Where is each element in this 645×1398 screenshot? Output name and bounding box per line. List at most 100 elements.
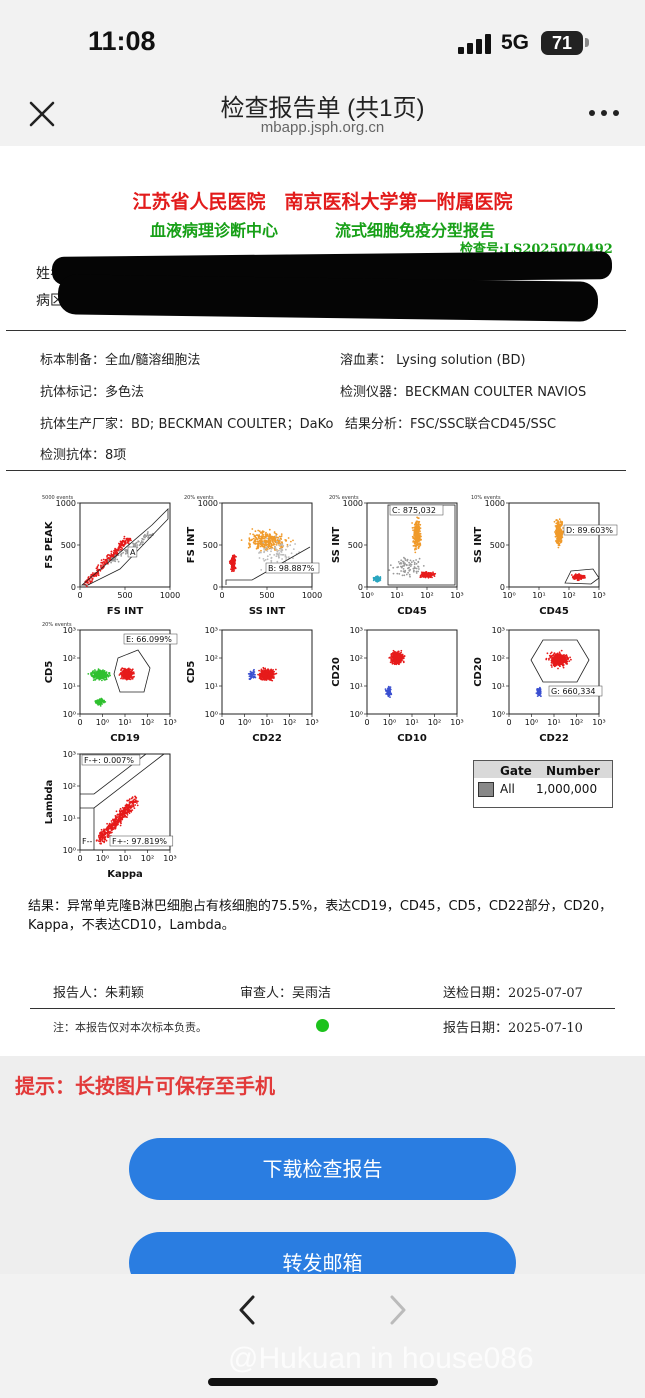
- y-tick-label: 10³: [63, 626, 76, 635]
- reporter: 报告人：朱莉颖: [53, 986, 145, 1001]
- y-tick-label: 10⁰: [205, 710, 218, 719]
- events-label: 20% events: [184, 495, 214, 501]
- y-tick-label: 10⁰: [63, 846, 76, 855]
- signal-icon: [458, 34, 491, 54]
- analysis-info: 结果分析：FSC/SSC联合CD45/SSC: [345, 417, 557, 432]
- red-population: [570, 573, 586, 582]
- save-tip: 提示：长按图片可保存至手机: [15, 1074, 275, 1098]
- gate-label-box: [563, 524, 618, 536]
- battery-cap: [585, 38, 589, 47]
- y-tick-label: 500: [348, 541, 363, 550]
- y-tick-label: 0: [213, 583, 218, 592]
- x-axis-label: CD45: [539, 606, 569, 617]
- x-tick-label: 10¹: [118, 854, 131, 863]
- plot-1: 0 500 1000 0 500 1000 FS INT FS PEAK 5000 events…: [42, 495, 180, 617]
- red-population: [95, 795, 139, 845]
- y-tick-label: 0: [500, 583, 505, 592]
- redaction-mark: [57, 274, 599, 322]
- events-label: 20% events: [42, 622, 72, 628]
- x-axis-label: Kappa: [107, 869, 143, 880]
- y-tick-label: 10²: [205, 654, 218, 663]
- gate-label: F--: [82, 837, 92, 846]
- home-indicator: [208, 1378, 438, 1386]
- x-tick-label: 10⁰: [96, 718, 109, 727]
- number-value: 1,000,000: [536, 782, 598, 796]
- center-name: 血液病理诊断中心: [150, 221, 279, 240]
- gate-label: F-+: 0.007%: [84, 756, 134, 765]
- status-time: 11:08: [88, 26, 156, 56]
- gate-col-header: Gate: [500, 764, 532, 778]
- page-title: 检查报告单 (共1页): [220, 95, 425, 122]
- x-axis-label: CD19: [110, 733, 140, 744]
- more-icon[interactable]: [588, 108, 620, 118]
- plot-4: 10⁰ 10¹ 10² 10³ 0 500 1000 CD45 SS INT 10% events…: [471, 495, 618, 617]
- gate-label: G: 660,334: [551, 687, 596, 696]
- back-arrow-icon[interactable]: [234, 1294, 260, 1326]
- x-tick-label: 10¹: [547, 718, 560, 727]
- y-axis-label: CD20: [331, 657, 342, 687]
- hospital-name: 江苏省人民医院 南京医科大学第一附属医院: [132, 191, 513, 213]
- plot-frame: [508, 502, 600, 588]
- y-tick-label: 10³: [205, 626, 218, 635]
- x-tick-label: 500: [259, 591, 274, 600]
- x-tick-label: 10²: [570, 718, 583, 727]
- forward-arrow-icon[interactable]: [385, 1294, 411, 1326]
- submit-date: 送检日期：2025-07-07: [443, 986, 583, 1001]
- y-axis-label: SS INT: [331, 527, 342, 564]
- x-tick-label: 0: [506, 718, 511, 727]
- y-tick-label: 0: [358, 583, 363, 592]
- reviewer: 审查人：吴雨洁: [240, 986, 332, 1001]
- x-tick-label: 10²: [141, 718, 154, 727]
- gate-label-box: [81, 754, 141, 766]
- report-date: 报告日期：2025-07-10: [443, 1021, 583, 1036]
- instrument-info: 检测仪器：BECKMAN COULTER NAVIOS: [340, 385, 587, 400]
- x-tick-label: 0: [77, 854, 82, 863]
- green-population: [87, 668, 111, 682]
- x-tick-label: 10¹: [260, 718, 273, 727]
- gate-label-box: [109, 835, 174, 847]
- y-tick-label: 10¹: [63, 814, 76, 823]
- x-tick-label: 10³: [592, 591, 605, 600]
- y-tick-label: 10³: [350, 626, 363, 635]
- result-text: 结果：异常单克隆B淋巴细胞占有核细胞的75.5%，表达CD19，CD45，CD5…: [28, 899, 613, 933]
- y-tick-label: 1000: [198, 499, 218, 508]
- blue-population: [247, 668, 257, 681]
- number-col-header: Number: [546, 764, 600, 778]
- x-tick-label: 10⁰: [525, 718, 538, 727]
- divider: [6, 470, 626, 471]
- specimen-info: 标本制备：全血/髓溶细胞法: [40, 353, 201, 368]
- gate-a-polygon: [80, 508, 169, 586]
- antibody-count-info: 检测抗体：8项: [40, 448, 127, 463]
- x-tick-label: 0: [77, 591, 82, 600]
- plot-2: 0 500 1000 0 500 1000 SS INT FS INT 20% events B:…: [184, 495, 322, 617]
- y-axis-label: Lambda: [44, 780, 55, 825]
- x-tick-label: 10¹: [390, 591, 403, 600]
- y-tick-label: 1000: [56, 499, 76, 508]
- gate-label: E: 66.099%: [126, 635, 172, 644]
- status-bar: 11:08 5G 71: [0, 0, 645, 88]
- y-tick-label: 10³: [492, 626, 505, 635]
- report-image[interactable]: 江苏省人民医院 南京医科大学第一附属医院 血液病理诊断中心 流式细胞免疫分型报告…: [0, 146, 645, 1056]
- nav-bar: 检查报告单 (共1页) mbapp.jsph.org.cn: [0, 88, 645, 146]
- divider: [6, 330, 626, 331]
- x-tick-label: 10⁰: [502, 591, 515, 600]
- y-tick-label: 10⁰: [350, 710, 363, 719]
- gate-e-polygon: [113, 649, 151, 693]
- gate-label-box: [123, 633, 178, 645]
- y-tick-label: 10²: [350, 654, 363, 663]
- download-report-button[interactable]: 下载检查报告: [129, 1138, 516, 1200]
- watermark: @Hukuan in house086: [228, 1342, 534, 1375]
- close-icon[interactable]: [28, 100, 56, 128]
- gate-table: Gate Number All 1,000,000: [473, 760, 613, 808]
- red-population: [545, 649, 572, 670]
- y-axis-label: FS PEAK: [44, 520, 55, 568]
- gate-label: C: 875,032: [392, 506, 436, 515]
- plot-3: 10⁰ 10¹ 10² 10³ 0 500 1000 CD45 SS INT 20% events…: [329, 495, 464, 617]
- y-tick-label: 10²: [63, 654, 76, 663]
- gate-label: A: [130, 548, 136, 557]
- x-tick-label: 10⁰: [238, 718, 251, 727]
